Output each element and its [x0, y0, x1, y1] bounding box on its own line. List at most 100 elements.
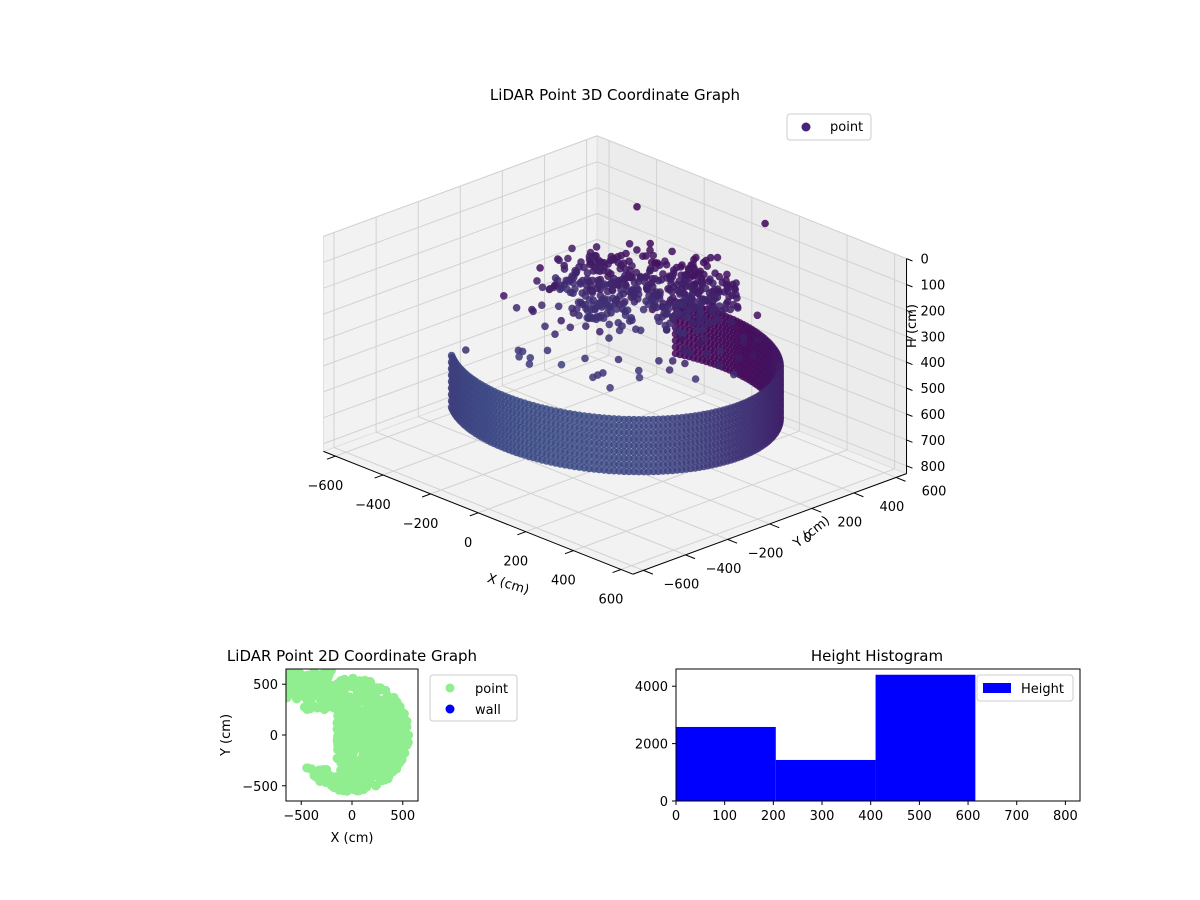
- point-marker: [391, 756, 400, 766]
- chart-3d-zlabel: H (cm): [905, 304, 920, 348]
- point-marker: [309, 701, 319, 711]
- point-marker: [650, 302, 659, 311]
- point-marker: [551, 274, 560, 282]
- z-tick-label: 400: [921, 356, 946, 371]
- point-marker: [557, 360, 566, 369]
- point-marker: [655, 317, 663, 326]
- point-marker: [329, 783, 339, 793]
- point-marker: [690, 266, 698, 275]
- point-marker: [753, 311, 762, 320]
- point-marker: [727, 317, 736, 326]
- y-tick-label: −400: [706, 562, 742, 577]
- point-marker: [710, 286, 719, 294]
- point-marker: [582, 322, 590, 331]
- y-tick: [727, 538, 738, 544]
- histogram-ticks: 0 100 200 300 400 500 600 700 800 0 2000 4000: [635, 680, 1078, 824]
- point-marker: [716, 347, 724, 355]
- point-marker: [337, 766, 347, 776]
- point-marker: [564, 254, 572, 263]
- legend-marker-wall: [445, 704, 455, 714]
- grid-line: [323, 290, 598, 393]
- point-marker: [369, 697, 379, 707]
- point-marker: [707, 307, 716, 316]
- y-tick-label: 200: [837, 515, 862, 530]
- point-marker: [634, 290, 643, 299]
- point-marker: [580, 263, 588, 272]
- grid-line: [323, 161, 598, 263]
- point-marker: [344, 678, 354, 688]
- chart-3d-legend[interactable]: point: [786, 113, 872, 141]
- point-marker: [541, 322, 549, 331]
- point-marker: [635, 373, 644, 382]
- point-marker: [606, 384, 614, 392]
- z-tick-label: 0: [921, 253, 929, 268]
- point-marker: [706, 319, 715, 327]
- point-marker: [302, 763, 312, 773]
- point-marker: [374, 707, 384, 717]
- point-marker: [700, 334, 709, 343]
- histogram-title: Height Histogram: [811, 647, 943, 665]
- y-tick-label: −600: [664, 577, 700, 592]
- point-marker: [667, 279, 675, 288]
- point-marker: [358, 739, 367, 749]
- point-marker: [761, 219, 769, 228]
- point-marker: [575, 311, 583, 320]
- x-tick: [564, 550, 574, 555]
- point-marker: [374, 756, 384, 766]
- point-marker: [665, 366, 674, 374]
- y-tick-label: 400: [879, 500, 904, 515]
- y-tick-label: 600: [922, 484, 947, 499]
- point-marker: [612, 305, 621, 313]
- point-marker: [676, 288, 684, 296]
- x-tick-label: 800: [1053, 809, 1078, 824]
- chart-2d-legend[interactable]: point wall: [429, 674, 518, 722]
- point-marker: [379, 716, 388, 725]
- y-tick-label: 0: [660, 795, 668, 810]
- grid-line: [323, 264, 598, 367]
- chart-2d-title: LiDAR Point 2D Coordinate Graph: [227, 647, 477, 665]
- point-marker: [620, 454, 628, 463]
- point-marker: [376, 747, 386, 756]
- point-marker: [583, 306, 592, 315]
- point-marker: [572, 268, 581, 276]
- histogram-legend[interactable]: Height: [976, 674, 1074, 702]
- point-marker: [351, 703, 361, 713]
- x-tick-label: 100: [712, 809, 737, 824]
- y-tick: [685, 554, 696, 560]
- point-marker: [361, 767, 371, 777]
- z-tick-label: 800: [921, 460, 946, 475]
- point-marker: [646, 239, 654, 248]
- legend-label-point: point: [830, 120, 863, 135]
- z-tick-label: 700: [921, 434, 946, 449]
- point-marker: [614, 355, 623, 364]
- point-marker: [518, 347, 527, 356]
- point-marker: [583, 313, 591, 322]
- point-marker: [377, 776, 387, 786]
- point-marker: [605, 334, 613, 342]
- point-marker: [333, 740, 343, 750]
- point-marker: [324, 670, 334, 680]
- point-marker: [366, 749, 375, 759]
- point-marker: [625, 240, 634, 248]
- point-marker: [321, 703, 331, 713]
- point-marker: [604, 268, 613, 277]
- point-marker: [291, 674, 301, 684]
- point-marker: [569, 279, 578, 287]
- point-marker: [512, 304, 521, 312]
- grid-line: [333, 447, 644, 571]
- point-marker: [389, 694, 399, 704]
- point-marker: [735, 354, 744, 362]
- x-tick-label: −200: [403, 517, 439, 532]
- y-tick: [811, 507, 822, 513]
- z-tick: [906, 387, 913, 391]
- point-marker: [370, 764, 380, 774]
- z-tick-label: 200: [921, 304, 946, 319]
- point-marker: [647, 258, 656, 267]
- z-tick-label: 500: [921, 382, 946, 397]
- point-marker: [595, 279, 603, 288]
- point-marker: [588, 289, 597, 297]
- point-marker: [576, 280, 585, 288]
- point-marker: [630, 278, 639, 287]
- point-marker: [345, 692, 355, 702]
- legend-marker-point: [445, 683, 455, 693]
